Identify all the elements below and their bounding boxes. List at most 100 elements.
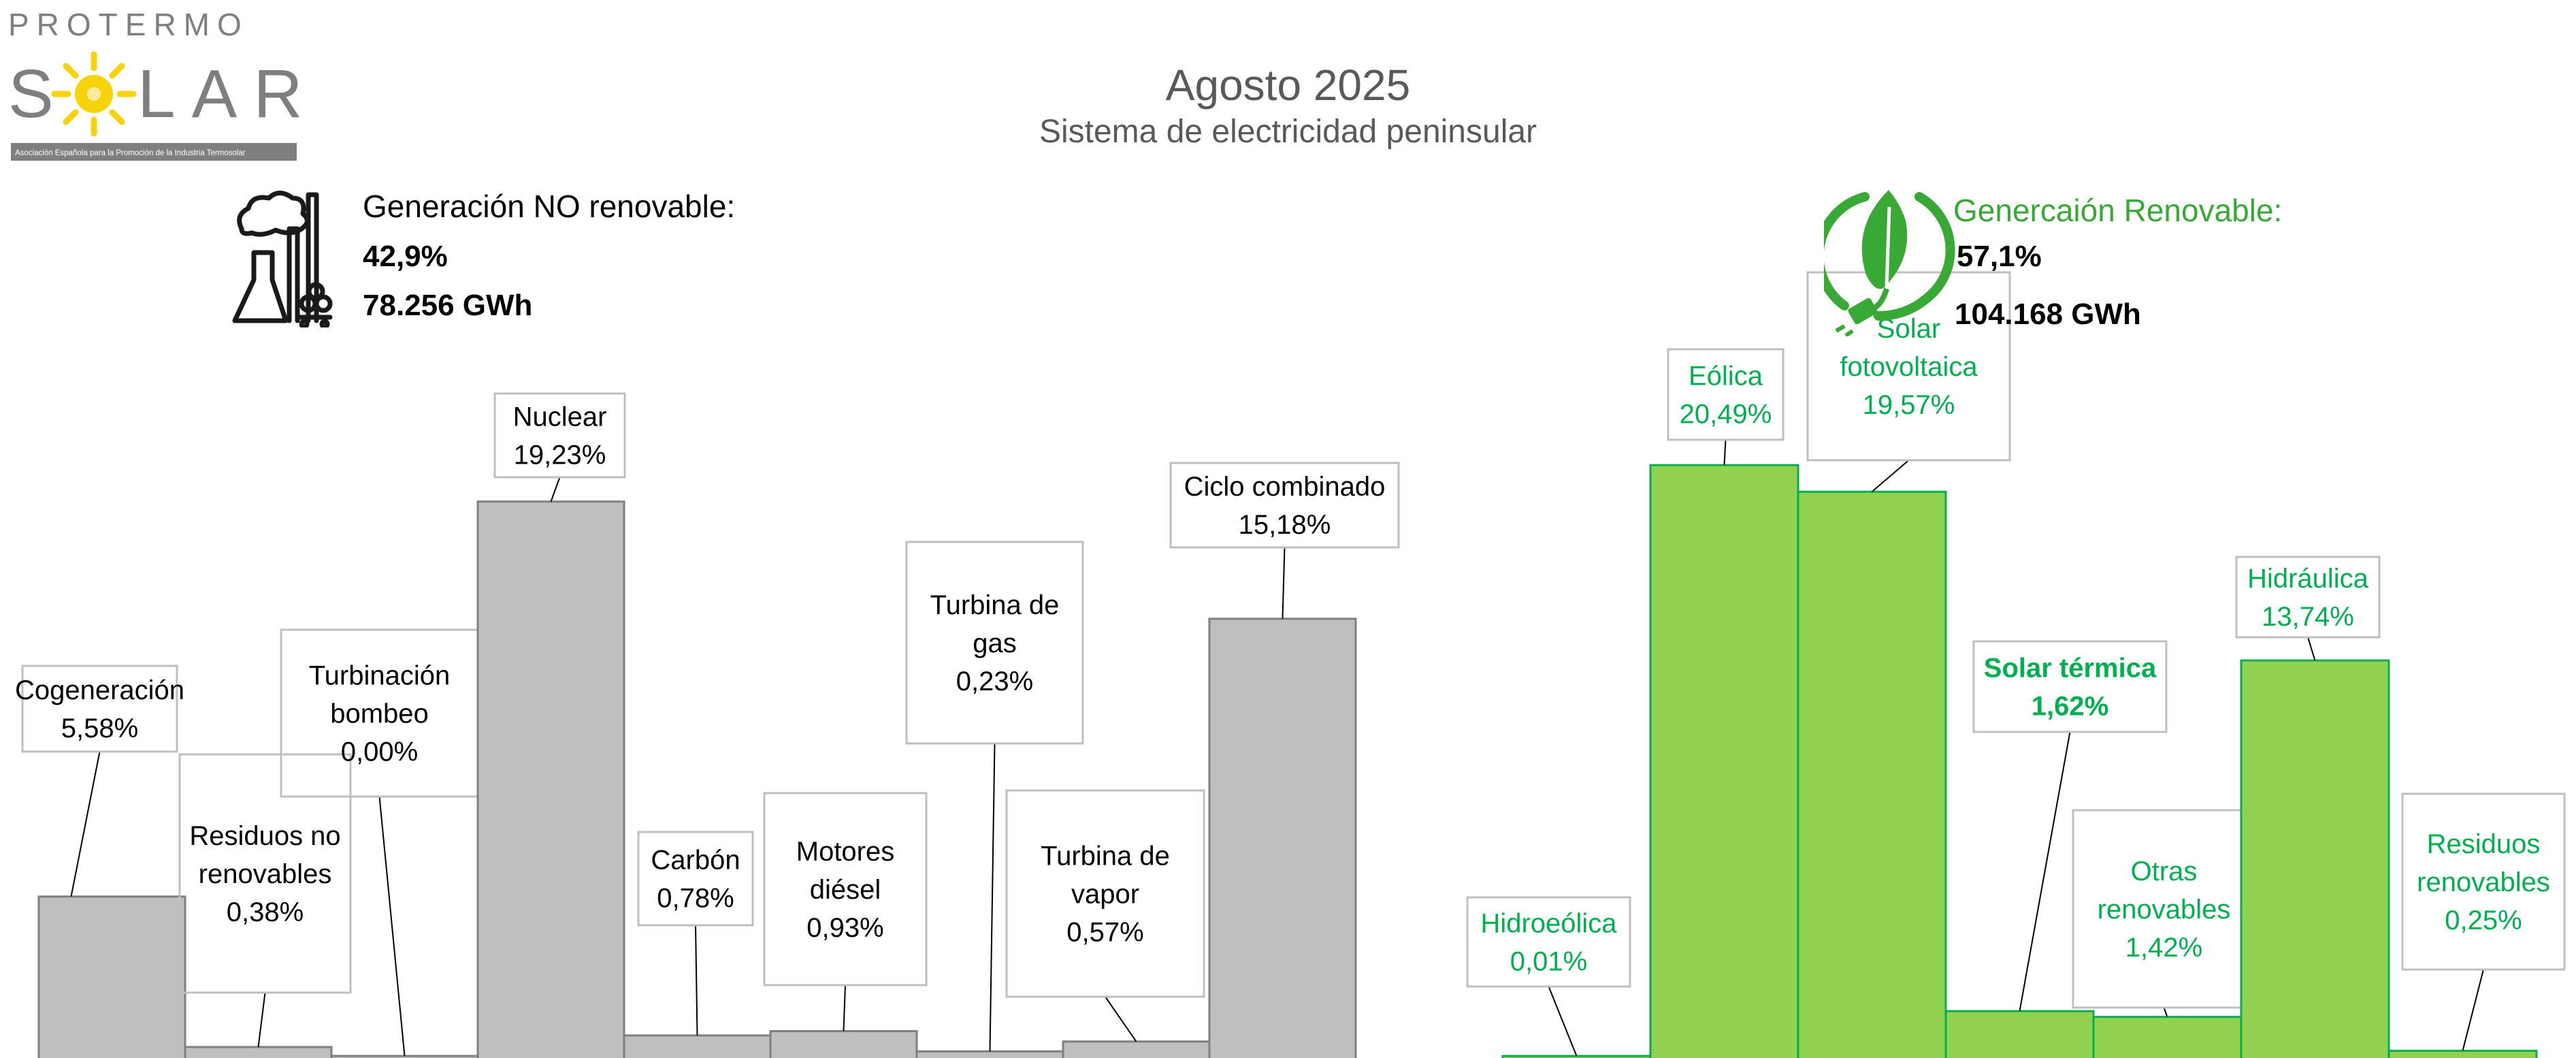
data-label-turbina-de-gas: 0,23% <box>956 667 1033 696</box>
logo-main-lar: LAR <box>137 56 299 132</box>
category-label-otras-renovables: Otras <box>2131 856 2198 886</box>
category-label-hidroeolica: Hidroeólica <box>1480 909 1617 939</box>
leader-line-hidroeolica <box>1548 986 1578 1057</box>
leader-line-residuos-renovables <box>2462 969 2484 1051</box>
sun-icon <box>51 51 137 137</box>
category-label-cogeneracion: Cogeneración <box>15 675 184 705</box>
category-label-nuclear: Nuclear <box>513 402 607 432</box>
bar-solar-fotovoltaica <box>1797 490 1947 1058</box>
logo-main-s: S <box>8 56 54 132</box>
data-label-cogeneracion: 5,58% <box>61 714 138 743</box>
leader-line-eolica <box>1723 439 1727 466</box>
category-label-carbon: Carbón <box>651 846 740 876</box>
category-label-ciclo-combinado: Ciclo combinado <box>1184 472 1386 502</box>
bar-cogeneracion <box>37 895 186 1058</box>
leader-line-nuclear <box>550 477 561 502</box>
label-box-ciclo-combinado <box>1169 462 1400 549</box>
bar-eolica <box>1649 464 1799 1058</box>
category-label-residuos-no-renovables: renovables <box>199 859 332 889</box>
data-label-solar-fotovoltaica: 19,57% <box>1863 390 1955 420</box>
leader-line-residuos-no-renovables <box>257 992 266 1047</box>
logo-tagline: Asociación Española para la Promoción de… <box>15 149 246 157</box>
leader-line-solar-termica <box>2019 731 2071 1012</box>
category-label-solar-fotovoltaica: fotovoltaica <box>1840 352 1978 382</box>
label-box-hidroeolica <box>1466 896 1631 988</box>
data-label-ciclo-combinado: 15,18% <box>1239 510 1331 540</box>
chart-subtitle: Sistema de electricidad peninsular <box>1039 114 1537 150</box>
category-label-turbinacion-bombeo: bombeo <box>330 699 429 729</box>
bar-turbina-de-vapor <box>1062 1040 1211 1058</box>
category-label-hidraulica: Hidráulica <box>2247 564 2369 594</box>
bar-turbina-de-gas <box>915 1050 1064 1058</box>
leader-line-turbina-de-gas <box>989 743 996 1052</box>
leader-line-turbinacion-bombeo <box>378 796 406 1057</box>
label-box-hidraulica <box>2235 556 2381 639</box>
label-box-carbon <box>637 831 754 927</box>
data-label-carbon: 0,78% <box>657 884 734 914</box>
leader-line-solar-fotovoltaica <box>1871 460 1910 493</box>
leader-line-carbon <box>695 925 698 1036</box>
bar-carbon <box>623 1034 772 1058</box>
label-box-residuos-no-renovables <box>178 753 352 994</box>
label-box-cogeneracion <box>21 664 178 753</box>
leader-line-cogeneracion <box>70 751 101 897</box>
category-label-solar-termica: Solar térmica <box>1984 654 2157 684</box>
renewable-label: Generca​ión Renovable: <box>1953 193 2283 228</box>
bar-hidraulica <box>2240 659 2390 1058</box>
leader-line-hidraulica <box>2307 637 2316 661</box>
data-label-solar-termica: 1,62% <box>2032 692 2108 722</box>
non-renewable-percent: 42,9% <box>363 240 448 273</box>
leader-line-ciclo-combinado <box>1282 547 1286 619</box>
category-label-residuos-renovables: Residuos <box>2427 829 2541 859</box>
category-label-motores-diesel: Motores <box>796 837 895 867</box>
data-label-turbina-de-vapor: 0,57% <box>1066 918 1143 948</box>
data-label-turbinacion-bombeo: 0,00% <box>341 737 418 767</box>
protermosolar-logo: PROTERMO S LAR Asociación Española para … <box>8 7 299 161</box>
category-label-eolica: Eólica <box>1689 362 1763 391</box>
leader-line-turbina-de-vapor <box>1105 996 1137 1042</box>
bar-solar-termica <box>1944 1010 2095 1058</box>
label-box-solar-termica <box>1972 640 2168 733</box>
label-box-nuclear <box>493 392 626 479</box>
data-label-otras-renovables: 1,42% <box>2125 933 2202 963</box>
data-label-hidroeolica: 0,01% <box>1510 947 1587 977</box>
category-label-turbina-de-vapor: vapor <box>1071 880 1139 910</box>
data-label-residuos-renovables: 0,25% <box>2445 905 2522 935</box>
category-label-turbina-de-gas: gas <box>973 628 1017 658</box>
data-label-eolica: 20,49% <box>1680 400 1772 430</box>
power-plant-icon <box>232 191 333 327</box>
category-label-residuos-renovables: renovables <box>2417 867 2550 897</box>
category-label-turbina-de-gas: Turbina de <box>930 590 1060 620</box>
category-label-motores-diesel: diésel <box>810 875 881 905</box>
category-label-turbina-de-vapor: Turbina de <box>1041 841 1170 871</box>
category-label-residuos-no-renovables: Residuos no <box>189 821 340 851</box>
bar-residuos-no-renovables <box>184 1046 333 1058</box>
data-label-hidraulica: 13,74% <box>2262 602 2354 632</box>
data-label-residuos-no-renovables: 0,38% <box>227 897 304 927</box>
category-label-otras-renovables: renovables <box>2098 895 2231 925</box>
chart-title: Agosto 2025 <box>1165 61 1411 110</box>
non-renewable-energy: 78.256 GWh <box>363 289 533 322</box>
bar-ciclo-combinado <box>1208 618 1357 1058</box>
label-box-turbina-de-gas <box>905 541 1084 745</box>
bar-otras-renovables <box>2092 1016 2243 1058</box>
leader-line-otras-renovables <box>2163 1007 2168 1017</box>
renewable-energy: 104.168 GWh <box>1955 298 2141 331</box>
bar-motores-diesel <box>769 1029 918 1058</box>
category-label-turbinacion-bombeo: Turbinación <box>309 661 451 691</box>
data-label-nuclear: 19,23% <box>514 440 606 470</box>
label-box-solar-fotovoltaica <box>1806 271 2011 462</box>
bar-nuclear <box>476 500 625 1058</box>
label-box-turbina-de-vapor <box>1005 789 1205 998</box>
data-label-motores-diesel: 0,93% <box>806 913 883 943</box>
leaf-plug-icon <box>1824 190 1955 336</box>
label-box-residuos-renovables <box>2401 792 2566 971</box>
label-box-motores-diesel <box>763 792 928 987</box>
renewable-percent: 57,1% <box>1957 240 2042 273</box>
non-renewable-label: Generación NO renovable: <box>363 189 736 224</box>
logo-top-text: PROTERMO <box>8 7 249 42</box>
leader-line-motores-diesel <box>843 984 846 1031</box>
bar-residuos-renovables <box>2387 1049 2538 1058</box>
label-box-eolica <box>1667 348 1784 441</box>
